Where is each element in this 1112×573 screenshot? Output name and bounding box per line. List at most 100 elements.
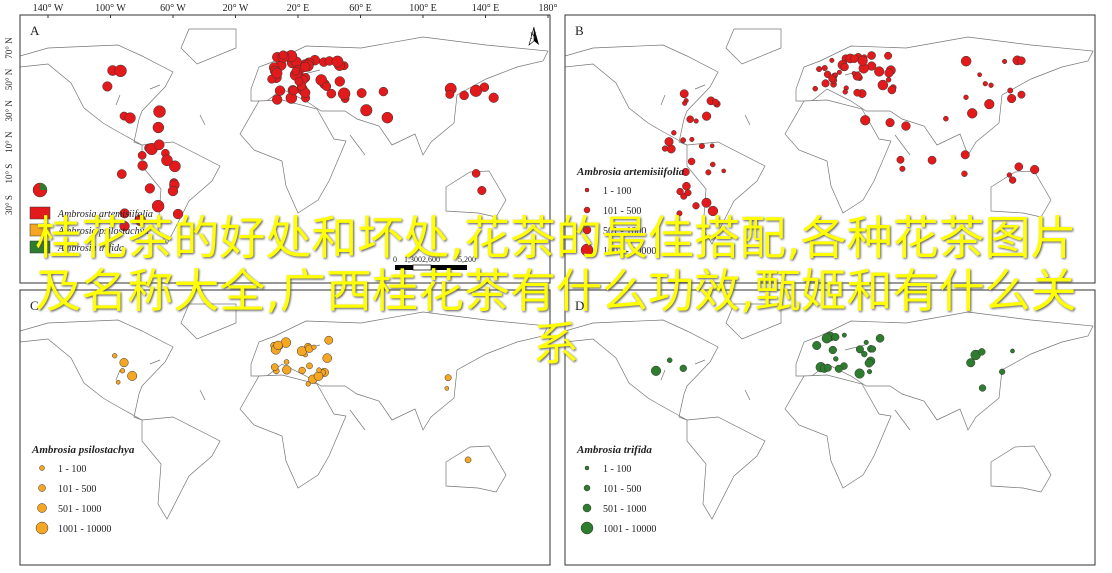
occurrence-dot <box>112 353 118 359</box>
occurrence-dot <box>705 169 712 176</box>
occurrence-dot <box>855 345 864 354</box>
occurrence-dot <box>707 205 719 217</box>
latitude-label: 10° N <box>4 131 14 153</box>
panel-frame <box>19 14 551 284</box>
occurrence-dot <box>984 99 995 110</box>
occurrence-dot <box>1006 172 1013 178</box>
occurrence-dot <box>887 85 897 95</box>
legend-symbol <box>38 484 46 492</box>
map-body <box>565 28 1094 245</box>
panel-label: A <box>30 23 40 38</box>
occurrence-dot <box>326 88 337 99</box>
occurrence-dot <box>299 61 311 73</box>
occurrence-dot <box>471 169 481 178</box>
occurrence-dot <box>1010 348 1015 354</box>
longitude-label: 140° W <box>33 3 64 14</box>
occurrence-dot <box>701 111 712 121</box>
occurrence-dot <box>679 89 689 99</box>
occurrence-dot <box>689 136 695 142</box>
legend-class: 101 - 500 <box>603 206 641 217</box>
occurrence-dot <box>676 210 683 217</box>
legend-symbol <box>582 503 592 513</box>
occurrence-dot <box>960 150 970 160</box>
legend-class: 1001 - 10000 <box>58 524 111 535</box>
legend-class: 1001 - 10000 <box>603 524 656 535</box>
legend-swatch <box>29 240 51 254</box>
occurrence-dot <box>119 358 129 368</box>
overlay-title: 桂花茶的好处和坏处,花茶的最佳搭配,各种花茶图片及名称大全,广西桂花茶有什么功效… <box>35 211 1077 371</box>
occurrence-dot <box>899 165 906 172</box>
occurrence-dot <box>709 161 716 168</box>
latitude-label: 30° N <box>4 100 14 122</box>
occurrence-dot <box>1007 94 1017 104</box>
top-axis: 140° W 100° W 60° W 20° W 20° E 60° E 100° E 14… <box>33 3 558 18</box>
occurrence-dot <box>966 358 976 368</box>
occurrence-dot <box>679 364 687 373</box>
map-panel: B Ambrosia artemisiifolia 1 - 100 101 - 500… <box>564 14 1096 284</box>
legend-symbol <box>583 206 591 214</box>
occurrence-dot <box>851 71 857 76</box>
occurrence-dot <box>288 85 299 96</box>
occurrence-dot <box>305 381 311 387</box>
occurrence-dot <box>860 115 871 126</box>
occurrence-dot <box>1008 176 1017 184</box>
legend-entry: Ambrosia artemisiifolia <box>57 209 153 220</box>
occurrence-dot <box>850 54 859 63</box>
occurrence-dot <box>978 348 986 356</box>
occurrence-dot <box>671 130 677 136</box>
latitude-label: 50° N <box>4 68 14 90</box>
occurrence-dot <box>896 155 905 164</box>
map-panel: C Ambrosia psilostachya 1 - 100 101 - 500 50… <box>19 289 551 566</box>
occurrence-dot <box>842 89 848 95</box>
occurrence-dot <box>834 364 843 373</box>
occurrence-dot <box>144 183 155 194</box>
occurrence-dot <box>102 81 113 92</box>
panel-frame <box>564 14 1096 284</box>
scale-segment <box>395 265 413 270</box>
occurrence-dot <box>360 104 373 117</box>
occurrence-dot <box>721 168 726 174</box>
map-body <box>20 303 549 520</box>
occurrence-dot <box>831 333 840 341</box>
longitude-label: 100° E <box>409 3 437 14</box>
occurrence-dot <box>270 363 279 371</box>
occurrence-dot <box>927 155 937 165</box>
legend-symbol <box>584 187 590 193</box>
occurrence-dot <box>875 334 885 343</box>
occurrence-dot <box>661 145 669 152</box>
scale-label: 5,200 <box>458 255 476 264</box>
legend-symbol <box>584 465 590 471</box>
occurrence-dot <box>664 137 674 147</box>
occurrence-dot <box>709 143 715 149</box>
occurrence-dot <box>124 112 136 124</box>
longitude-label: 20° W <box>223 3 249 14</box>
map-body <box>565 303 1094 520</box>
arrow <box>534 27 539 45</box>
occurrence-dot <box>960 55 972 67</box>
occurrence-dot <box>687 157 696 166</box>
occurrence-dot <box>271 67 283 79</box>
occurrence-dot <box>857 55 868 66</box>
occurrence-dot <box>1017 90 1026 99</box>
occurrence-dot <box>331 55 344 68</box>
occurrence-dot <box>272 94 283 105</box>
occurrence-dot <box>445 89 455 99</box>
occurrence-dot <box>693 118 699 124</box>
occurrence-dot <box>381 111 394 124</box>
occurrence-dot <box>823 363 832 372</box>
occurrence-dot <box>701 197 712 208</box>
occurrence-dot <box>1002 58 1008 64</box>
occurrence-dot <box>692 202 700 210</box>
occurrence-dot <box>444 374 452 382</box>
occurrence-dot <box>114 64 127 78</box>
occurrence-dot <box>459 90 469 101</box>
panel-label: B <box>575 23 584 38</box>
panel-frame <box>19 289 551 566</box>
occurrence-dot <box>821 333 832 344</box>
occurrence-dot <box>477 186 487 196</box>
legend-class: 1 - 100 <box>603 464 631 475</box>
occurrence-dot <box>869 345 877 353</box>
map-panel: D Ambrosia trifida 1 - 100 101 - 500 501 - 1… <box>564 289 1096 566</box>
